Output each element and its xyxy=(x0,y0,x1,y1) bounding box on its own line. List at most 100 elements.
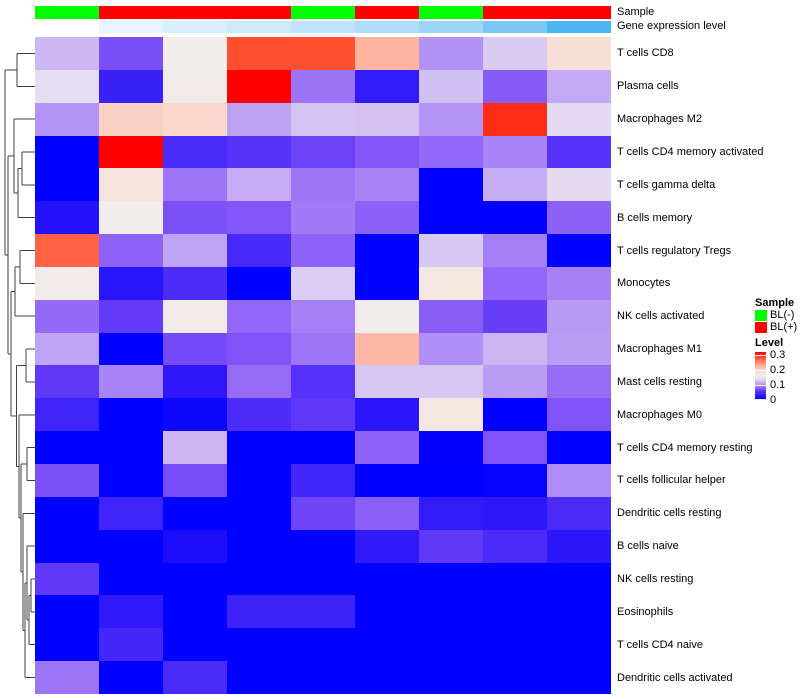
heatmap-cell xyxy=(291,595,355,629)
heatmap-cell xyxy=(419,69,483,103)
heatmap-cell xyxy=(483,135,547,169)
heatmap-cell xyxy=(355,266,419,300)
heatmap-cell xyxy=(163,496,227,530)
legend-sample-title: Sample xyxy=(755,297,795,309)
heatmap-cell xyxy=(355,595,419,629)
heatmap-cell xyxy=(163,201,227,235)
heatmap-cell xyxy=(291,398,355,432)
heatmap-cell xyxy=(547,431,611,465)
sample-annotation-cell xyxy=(355,6,419,19)
heatmap-cell xyxy=(99,37,163,70)
level-tick-label: 0.2 xyxy=(770,364,786,376)
heatmap-cell xyxy=(35,201,99,235)
heatmap-cell xyxy=(483,431,547,465)
level-gradient-bar xyxy=(755,352,766,400)
heatmap-cell xyxy=(547,168,611,202)
heatmap-cell xyxy=(35,562,99,596)
heatmap-cell xyxy=(483,628,547,662)
row-label: T cells regulatory Tregs xyxy=(617,244,732,257)
heatmap-cell xyxy=(99,299,163,333)
heatmap-cell xyxy=(355,529,419,563)
heatmap-cell xyxy=(547,299,611,333)
heatmap-cell xyxy=(547,201,611,235)
heatmap-cell xyxy=(35,661,99,694)
heatmap-cell xyxy=(99,464,163,497)
heatmap-cell xyxy=(227,234,291,267)
heatmap-cell xyxy=(355,661,419,694)
heatmap-cell xyxy=(99,595,163,629)
heatmap-cell xyxy=(35,496,99,530)
heatmap-cell xyxy=(227,37,291,70)
heatmap-cell xyxy=(163,299,227,333)
heatmap-cell xyxy=(483,266,547,300)
heatmap-cell xyxy=(483,201,547,235)
row-label: Dendritic cells resting xyxy=(617,507,722,520)
heatmap-cell xyxy=(163,464,227,497)
sample-annotation-cell xyxy=(483,6,547,19)
row-label: T cells CD4 memory resting xyxy=(617,441,753,454)
heatmap-cell xyxy=(163,365,227,399)
legend-color-swatch xyxy=(755,322,767,333)
row-label: Macrophages M2 xyxy=(617,113,702,126)
heatmap-cell xyxy=(419,562,483,596)
heatmap-cell xyxy=(355,628,419,662)
heatmap-cell xyxy=(483,332,547,366)
heatmap-cell xyxy=(99,661,163,694)
heatmap-cell xyxy=(291,332,355,366)
heatmap-cell xyxy=(419,266,483,300)
sample-annotation-cell xyxy=(547,6,611,19)
sample-annotation-cell xyxy=(227,6,291,19)
heatmap-cell xyxy=(547,562,611,596)
heatmap-cell xyxy=(291,266,355,300)
heatmap-cell xyxy=(227,661,291,694)
heatmap-cell xyxy=(419,332,483,366)
heatmap-cell xyxy=(227,69,291,103)
row-label: T cells CD8 xyxy=(617,47,674,60)
heatmap-cell xyxy=(483,234,547,267)
heatmap-cell xyxy=(419,102,483,136)
heatmap-cell xyxy=(99,562,163,596)
row-label: B cells naive xyxy=(617,540,679,553)
heatmap-cell xyxy=(419,398,483,432)
heatmap-cell xyxy=(547,595,611,629)
heatmap-cell xyxy=(547,496,611,530)
heatmap-cell xyxy=(419,628,483,662)
heatmap-cell xyxy=(291,464,355,497)
heatmap-cell xyxy=(483,365,547,399)
heatmap-cell xyxy=(419,529,483,563)
row-label: Eosinophils xyxy=(617,605,674,618)
heatmap-cell xyxy=(35,529,99,563)
heatmap-cell xyxy=(99,496,163,530)
heatmap-cell xyxy=(227,529,291,563)
heatmap-cell xyxy=(35,168,99,202)
heatmap-cell xyxy=(547,234,611,267)
row-label: T cells CD4 memory activated xyxy=(617,145,764,158)
heatmap-cell xyxy=(99,201,163,235)
heatmap-cell xyxy=(163,266,227,300)
heatmap-cell xyxy=(99,234,163,267)
heatmap-cell xyxy=(483,102,547,136)
heatmap-cell xyxy=(483,661,547,694)
heatmap-cell xyxy=(35,628,99,662)
heatmap-cell xyxy=(99,332,163,366)
heatmap-cell xyxy=(483,464,547,497)
heatmap-cell xyxy=(291,431,355,465)
heatmap-cell xyxy=(35,365,99,399)
heatmap-cell xyxy=(355,464,419,497)
heatmap-cell xyxy=(99,69,163,103)
heatmap-cell xyxy=(419,299,483,333)
heatmap-cell xyxy=(547,135,611,169)
gene-expression-annotation-cell xyxy=(483,21,547,33)
row-label: T cells CD4 naive xyxy=(617,638,703,651)
heatmap-cell xyxy=(227,201,291,235)
heatmap-cell xyxy=(35,299,99,333)
heatmap-cell xyxy=(227,562,291,596)
heatmap-cell xyxy=(483,168,547,202)
heatmap-cell xyxy=(163,398,227,432)
heatmap-cell xyxy=(99,266,163,300)
heatmap-cell xyxy=(547,69,611,103)
sample-annotation-cell xyxy=(419,6,483,19)
heatmap-cell xyxy=(227,135,291,169)
heatmap-cell xyxy=(355,168,419,202)
